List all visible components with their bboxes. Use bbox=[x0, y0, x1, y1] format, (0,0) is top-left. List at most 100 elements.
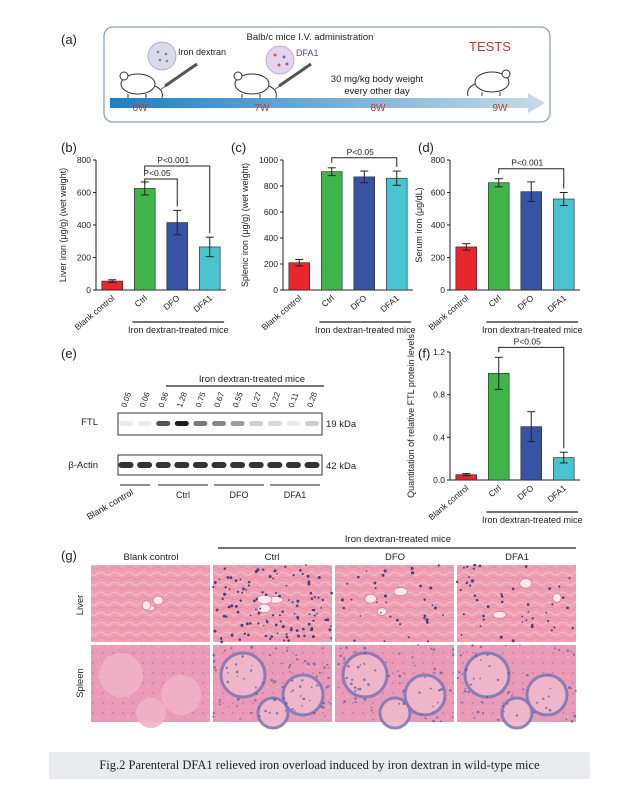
lane-value: 0.22 bbox=[268, 390, 282, 408]
ftl-band bbox=[137, 421, 152, 426]
group-label: Iron dextran-treated mice bbox=[482, 325, 583, 335]
actin-band bbox=[174, 462, 190, 468]
lane-value: 1.28 bbox=[175, 390, 189, 408]
liver-histology-image bbox=[335, 565, 454, 642]
bar-dfa1 bbox=[553, 198, 575, 291]
y-tick-label: 0.0 bbox=[433, 475, 445, 485]
histology-col-ctrl: Ctrl bbox=[265, 552, 280, 563]
blot-group-blank: Blank control bbox=[85, 487, 135, 522]
blot-group-ctrl: Ctrl bbox=[176, 490, 190, 500]
p-value-label: P<0.001 bbox=[157, 155, 189, 165]
y-tick-label: 800 bbox=[77, 155, 91, 165]
x-tick-label: Blank control bbox=[426, 293, 470, 332]
bar-ctrl bbox=[321, 171, 343, 291]
x-tick-label: Blank control bbox=[259, 293, 303, 332]
y-tick-label: 400 bbox=[431, 220, 445, 230]
liver-histology-image bbox=[457, 565, 576, 642]
bar-dfo bbox=[353, 176, 375, 291]
x-tick-label: Ctrl bbox=[486, 483, 503, 499]
x-tick-label: Ctrl bbox=[486, 293, 503, 309]
lane-value: 0.27 bbox=[250, 390, 264, 408]
actin-band bbox=[230, 462, 246, 468]
ftl-band bbox=[193, 421, 208, 426]
panel-d-label: (d) bbox=[418, 140, 434, 155]
y-tick-label: 600 bbox=[77, 188, 91, 198]
lane-value: 0.96 bbox=[157, 390, 171, 408]
y-axis-label: Quantitation of relative FTL protein lev… bbox=[406, 334, 416, 498]
lane-value: 0.11 bbox=[287, 391, 301, 409]
week-8: 8W bbox=[371, 103, 387, 114]
chart-splenic-iron: (c) 0 200 400 600 800 1000 Splenic iron (μg/g) … bbox=[231, 140, 416, 335]
ftl-band bbox=[230, 421, 245, 426]
y-tick-label: 0 bbox=[273, 285, 278, 295]
ftl-kda-label: 19 kDa bbox=[326, 419, 357, 430]
panel-f-label: (f) bbox=[418, 346, 430, 361]
lane-value: 0.28 bbox=[305, 390, 319, 408]
ftl-band bbox=[212, 421, 226, 426]
iron-dextran-label: Iron dextran bbox=[178, 47, 226, 57]
panel-a-label: (a) bbox=[61, 32, 77, 47]
actin-band bbox=[192, 462, 208, 468]
blot-group-dfo: DFO bbox=[230, 490, 249, 500]
actin-band bbox=[304, 462, 320, 468]
group-label: Iron dextran-treated mice bbox=[128, 325, 229, 335]
y-tick-label: 0.8 bbox=[433, 390, 445, 400]
actin-kda-label: 42 kDa bbox=[326, 461, 357, 472]
bar-dfo bbox=[520, 191, 542, 291]
y-axis-label: Liver iron (μg/g) (wet weight) bbox=[58, 168, 68, 282]
chart-ftl-quantitation: (f) 0.0 0.4 0.8 1.2 Quantitation of relative … bbox=[406, 334, 583, 525]
y-tick-label: 600 bbox=[431, 188, 445, 198]
x-tick-label: DFA1 bbox=[545, 293, 568, 315]
week-6: 6W bbox=[133, 103, 149, 114]
actin-band bbox=[248, 462, 264, 468]
caption-text: Fig.2 Parenteral DFA1 relieved iron over… bbox=[99, 758, 540, 772]
ftl-band bbox=[119, 421, 133, 426]
y-tick-label: 1.2 bbox=[433, 347, 445, 357]
panel-b-label: (b) bbox=[61, 140, 77, 155]
chart-serum-iron: (d) 0 200 400 600 800 Serum iron (μg/dL) Blank … bbox=[414, 140, 583, 335]
x-tick-label: DFO bbox=[161, 293, 181, 312]
panel-g: (g) Iron dextran-treated mice Blank cont… bbox=[61, 534, 577, 730]
y-axis-label: Serum iron (μg/dL) bbox=[414, 187, 424, 262]
blot-group-label: Iron dextran-treated mice bbox=[199, 374, 305, 385]
y-tick-label: 200 bbox=[77, 253, 91, 263]
x-tick-label: DFO bbox=[348, 293, 368, 312]
x-tick-label: DFA1 bbox=[378, 293, 401, 315]
significance-bracket bbox=[144, 165, 211, 234]
significance-bracket bbox=[498, 168, 565, 189]
p-value-label: P<0.05 bbox=[514, 336, 541, 346]
histology-row-spleen: Spleen bbox=[75, 668, 86, 698]
lane-value: 0.55 bbox=[231, 390, 245, 408]
y-tick-label: 800 bbox=[264, 181, 278, 191]
y-tick-label: 0.4 bbox=[433, 432, 445, 442]
p-value-label: P<0.001 bbox=[511, 158, 543, 168]
ftl-band bbox=[305, 421, 319, 426]
y-tick-label: 0 bbox=[86, 285, 91, 295]
panel-a: (a) Balb/c mice I.V. administration TEST… bbox=[61, 26, 551, 123]
syringe-icon bbox=[273, 62, 312, 91]
y-tick-label: 1000 bbox=[259, 155, 278, 165]
actin-row-label: β-Actin bbox=[68, 460, 98, 471]
blot-group-dfa1: DFA1 bbox=[284, 490, 307, 500]
x-tick-label: Ctrl bbox=[132, 293, 149, 309]
significance-bracket bbox=[331, 157, 398, 168]
mouse-icon bbox=[119, 71, 163, 99]
actin-band bbox=[211, 462, 227, 468]
x-tick-label: DFA1 bbox=[545, 483, 568, 505]
x-tick-label: Blank control bbox=[426, 483, 470, 522]
lane-value: 0.67 bbox=[212, 390, 226, 408]
ftl-band bbox=[286, 421, 301, 426]
lane-value: 0.75 bbox=[194, 390, 208, 408]
x-tick-label: DFA1 bbox=[191, 293, 214, 315]
week-9: 9W bbox=[493, 103, 509, 114]
bar-dfa1 bbox=[386, 177, 408, 291]
y-tick-label: 200 bbox=[264, 259, 278, 269]
dose-line-2: every other day bbox=[344, 86, 410, 97]
bar-blank-control bbox=[288, 262, 310, 291]
histology-col-blank: Blank control bbox=[124, 552, 179, 563]
dose-line-1: 30 mg/kg body weight bbox=[331, 74, 424, 85]
week-7: 7W bbox=[255, 103, 271, 114]
histology-grid bbox=[91, 563, 577, 730]
x-tick-label: Blank control bbox=[72, 293, 116, 332]
